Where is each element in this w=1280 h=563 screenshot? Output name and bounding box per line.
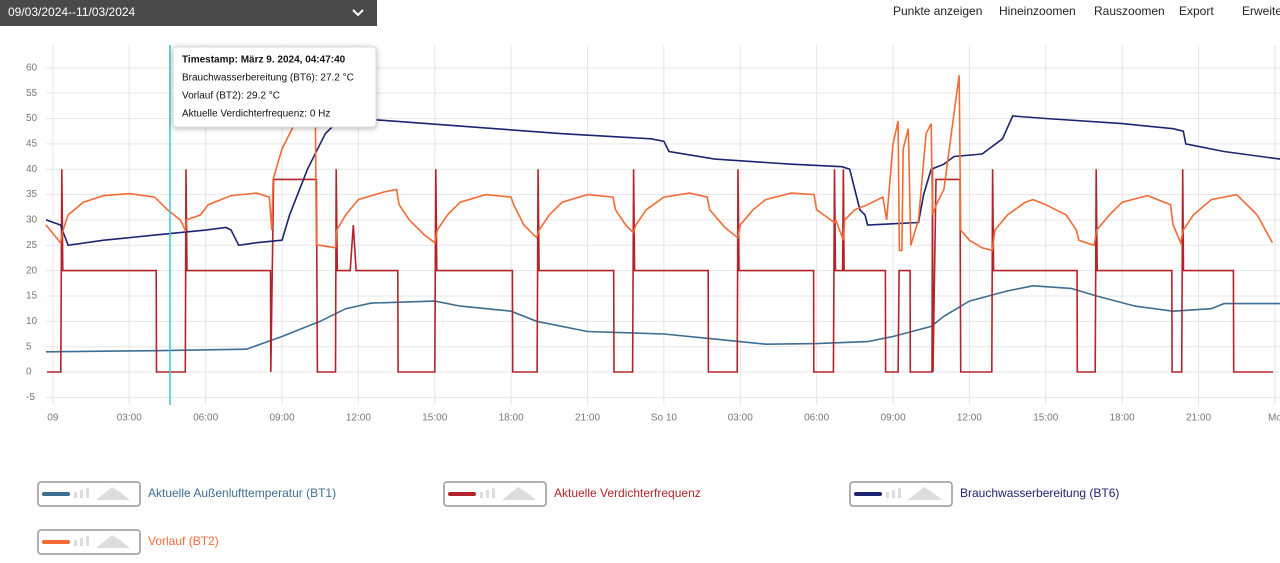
legend-icon-bar — [74, 540, 77, 546]
tooltip-box — [172, 46, 377, 128]
y-tick-label: 60 — [26, 62, 38, 73]
x-tick-label: 15:00 — [422, 413, 447, 424]
x-tick-label: 03:00 — [117, 413, 142, 424]
tooltip-line: Brauchwasserbereitung (BT6): 27.2 °C — [182, 73, 354, 84]
legend-label: Aktuelle Außenlufttemperatur (BT1) — [148, 486, 336, 500]
y-tick-label: 30 — [26, 215, 38, 226]
toolbar-button[interactable]: Erweitern — [1242, 4, 1280, 18]
legend-icon-bar — [892, 490, 895, 498]
series-line — [45, 115, 1280, 247]
tooltip-line: Vorlauf (BT2): 29.2 °C — [182, 91, 280, 102]
date-picker[interactable] — [0, 0, 377, 26]
legend: Aktuelle Außenlufttemperatur (BT1) Aktuel… — [37, 481, 1119, 555]
legend-icon-area — [502, 487, 536, 500]
legend-icon-bar — [80, 538, 83, 546]
toolbar-button[interactable]: Hineinzoomen — [999, 4, 1076, 18]
legend-icon-area — [96, 487, 130, 500]
series-line — [45, 75, 1274, 252]
toolbar-button[interactable]: Export — [1179, 4, 1214, 18]
y-tick-label: 45 — [26, 139, 38, 150]
tooltip-line: Aktuelle Verdichterfrequenz: 0 Hz — [182, 109, 330, 120]
y-tick-label: 20 — [26, 265, 38, 276]
y-tick-label: 10 — [26, 316, 38, 327]
x-tick-label: 21:00 — [575, 413, 600, 424]
x-tick-label: 12:00 — [957, 413, 982, 424]
legend-icon-bar — [486, 490, 489, 498]
legend-icon-bar — [86, 536, 89, 546]
x-tick-label: Mo — [1268, 413, 1280, 424]
legend-label: Vorlauf (BT2) — [148, 534, 219, 548]
legend-icon-area — [908, 487, 942, 500]
series-line — [45, 284, 1280, 353]
y-tick-label: 0 — [26, 367, 32, 378]
date-range: 09/03/2024--11/03/2024 — [8, 5, 136, 19]
y-tick-label: 5 — [26, 341, 32, 352]
legend-icon-bar — [886, 492, 889, 498]
legend-icon-area — [96, 535, 130, 548]
x-tick-label: 09:00 — [881, 413, 906, 424]
plot: -5 0 5 10 15 20 25 30 35 40 45 50 55 60 09 03:00 06:00 09… — [26, 45, 1280, 424]
x-tick-label: 06:00 — [193, 413, 218, 424]
tooltip: Timestamp: März 9. 2024, 04:47:40 Brauchw… — [169, 45, 377, 405]
tooltip-line: Timestamp: März 9. 2024, 04:47:40 — [182, 55, 346, 66]
x-tick-label: 18:00 — [499, 413, 524, 424]
y-tick-label: 50 — [26, 113, 38, 124]
legend-icon-bar — [74, 492, 77, 498]
y-tick-label: 35 — [26, 189, 38, 200]
y-tick-label: 40 — [26, 164, 38, 175]
chevron — [352, 9, 364, 17]
x-tick-label: 18:00 — [1110, 413, 1135, 424]
legend-icon-bar — [898, 488, 901, 498]
y-tick-label: -5 — [26, 392, 35, 403]
legend-icon-bar — [86, 488, 89, 498]
x-tick-label: 12:00 — [346, 413, 371, 424]
toolbar-button[interactable]: Rauszoomen — [1094, 4, 1165, 18]
legend-icon-bar — [80, 490, 83, 498]
y-tick-label: 25 — [26, 240, 38, 251]
y-tick-label: 15 — [26, 291, 38, 302]
x-tick-label: 03:00 — [728, 413, 753, 424]
x-tick-label: 15:00 — [1033, 413, 1058, 424]
x-tick-label: 21:00 — [1186, 413, 1211, 424]
legend-icon-bar — [480, 492, 483, 498]
toolbar: Punkte anzeigen Hineinzoomen Rauszoomen Exp… — [893, 4, 1280, 18]
series-line — [47, 169, 1274, 373]
toolbar-button[interactable]: Punkte anzeigen — [893, 4, 982, 18]
x-tick-label: 09 — [47, 413, 59, 424]
legend-icon-bar — [492, 488, 495, 498]
legend-label: Brauchwasserbereitung (BT6) — [960, 486, 1119, 500]
x-tick-label: 09:00 — [269, 413, 294, 424]
x-tick-label: So 10 — [651, 413, 678, 424]
y-tick-label: 55 — [26, 88, 38, 99]
x-tick-label: 06:00 — [804, 413, 829, 424]
legend-label: Aktuelle Verdichterfrequenz — [554, 486, 701, 500]
